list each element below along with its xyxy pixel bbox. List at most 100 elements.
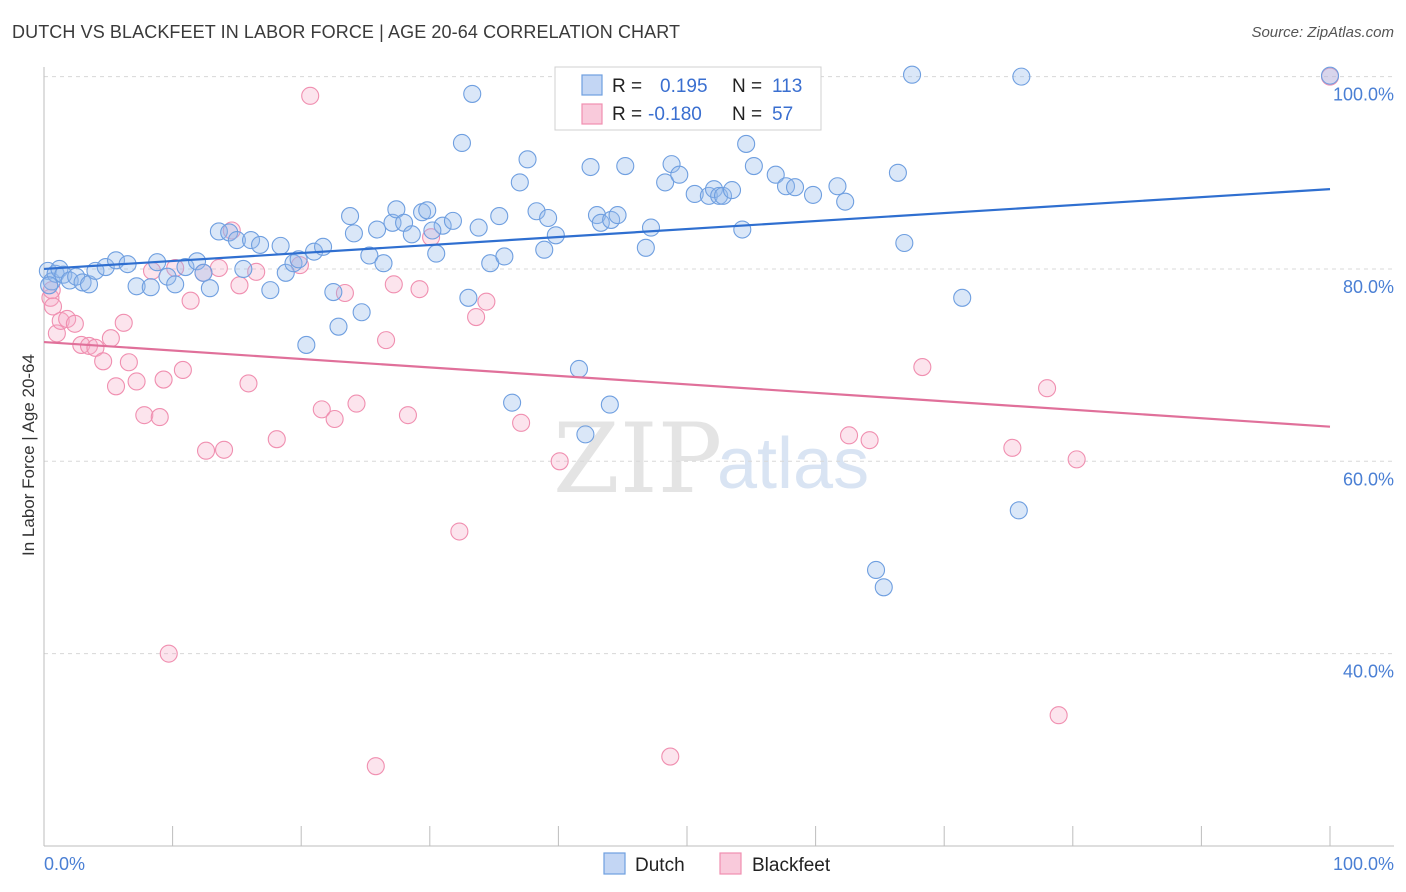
blackfeet-point bbox=[119, 353, 138, 372]
y-axis-title: In Labor Force | Age 20-64 bbox=[19, 354, 38, 556]
y-tick-label: 100.0% bbox=[1333, 85, 1394, 105]
dutch-point bbox=[423, 221, 442, 240]
dutch-point bbox=[73, 273, 92, 292]
dutch-point bbox=[261, 281, 280, 300]
blackfeet-point bbox=[65, 314, 84, 333]
dutch-point bbox=[387, 200, 406, 219]
blackfeet-point bbox=[230, 276, 249, 295]
dutch-point bbox=[187, 252, 207, 271]
dutch-point bbox=[656, 173, 675, 192]
dutch-point bbox=[40, 276, 59, 295]
y-tick-label: 60.0% bbox=[1343, 469, 1394, 489]
blackfeet-point bbox=[410, 280, 429, 299]
dutch-point bbox=[495, 247, 514, 266]
dutch-point bbox=[443, 211, 462, 230]
dutch-point bbox=[433, 216, 452, 235]
blackfeet-point bbox=[913, 358, 932, 377]
blackfeet-point bbox=[196, 441, 216, 460]
dutch-point bbox=[636, 238, 655, 257]
blackfeet-point bbox=[101, 329, 120, 348]
dutch-point bbox=[469, 218, 488, 237]
dutch-point bbox=[670, 165, 689, 184]
dutch-point bbox=[220, 223, 239, 242]
bottom-legend-label-blackfeet: Blackfeet bbox=[752, 855, 831, 876]
dutch-point bbox=[96, 257, 115, 277]
dutch-point bbox=[374, 254, 393, 273]
dutch-point bbox=[888, 163, 907, 182]
blackfeet-point bbox=[377, 331, 396, 350]
dutch-point bbox=[766, 165, 785, 184]
dutch-point bbox=[344, 224, 363, 243]
dutch-point bbox=[324, 282, 343, 302]
x-tick-label-max: 100.0% bbox=[1333, 854, 1394, 874]
dutch-point bbox=[1012, 67, 1031, 86]
dutch-point bbox=[866, 560, 886, 580]
blackfeet-point bbox=[114, 313, 133, 332]
dutch-point bbox=[459, 288, 478, 307]
bottom-legend: Dutch Blackfeet bbox=[603, 852, 831, 876]
watermark-atlas: atlas bbox=[717, 424, 869, 504]
legend-n-label-blackfeet: N = bbox=[732, 104, 762, 125]
dutch-point bbox=[227, 231, 246, 250]
blackfeet-point bbox=[347, 394, 366, 413]
blackfeet-point bbox=[839, 426, 859, 445]
dutch-point bbox=[641, 218, 661, 237]
blackfeet-point bbox=[214, 440, 234, 459]
bottom-legend-swatch-blackfeet bbox=[719, 852, 742, 875]
dutch-point bbox=[166, 275, 185, 294]
blackfeet-point bbox=[43, 297, 63, 316]
dutch-point bbox=[722, 181, 742, 200]
blackfeet-point bbox=[477, 292, 496, 311]
dutch-point bbox=[713, 186, 733, 205]
dutch-trend-line bbox=[43, 188, 1331, 271]
dutch-point bbox=[276, 263, 295, 282]
dutch-point bbox=[418, 201, 437, 220]
blackfeet-point bbox=[86, 338, 105, 357]
dutch-point bbox=[953, 288, 972, 307]
blackfeet-point bbox=[150, 408, 169, 427]
blackfeet-point bbox=[209, 258, 228, 278]
dutch-point bbox=[569, 359, 589, 379]
legend-r-label-dutch: R = bbox=[612, 76, 642, 97]
blackfeet-point bbox=[51, 311, 70, 330]
blackfeet-point bbox=[384, 275, 403, 294]
legend-n-value-blackfeet: 57 bbox=[772, 104, 793, 125]
blackfeet-point bbox=[467, 307, 486, 327]
dutch-point bbox=[200, 279, 219, 298]
dutch-point bbox=[776, 177, 796, 196]
trend-lines bbox=[43, 188, 1331, 428]
blackfeet-point bbox=[661, 747, 680, 766]
dutch-point bbox=[581, 157, 600, 177]
dutch-point bbox=[176, 257, 195, 277]
blackfeet-point bbox=[366, 757, 385, 776]
dutch-point bbox=[194, 263, 213, 282]
dutch-point bbox=[352, 303, 371, 322]
blackfeet-point bbox=[1049, 706, 1068, 725]
dutch-point bbox=[576, 425, 595, 444]
blackfeet-point bbox=[1003, 438, 1022, 457]
x-tick-label-min: 0.0% bbox=[44, 854, 85, 874]
bottom-legend-swatch-dutch bbox=[603, 852, 626, 875]
blackfeet-trend-line bbox=[43, 340, 1331, 428]
dutch-point bbox=[895, 233, 914, 253]
dutch-point bbox=[250, 235, 270, 254]
axes bbox=[43, 67, 1394, 847]
chart-title: DUTCH VS BLACKFEET IN LABOR FORCE | AGE … bbox=[12, 22, 681, 42]
y-tick-label: 80.0% bbox=[1343, 277, 1394, 297]
dutch-point bbox=[297, 335, 316, 354]
dutch-point bbox=[744, 157, 763, 176]
dutch-point bbox=[141, 278, 160, 297]
dutch-point bbox=[737, 134, 756, 153]
dutch-point bbox=[503, 393, 522, 412]
blackfeet-point bbox=[154, 370, 173, 389]
dutch-point bbox=[463, 84, 482, 103]
watermark-zip: ZIP bbox=[553, 403, 722, 515]
legend-box: R = 0.195 N = 113 R = -0.180 N = 57 bbox=[554, 66, 822, 131]
dutch-point bbox=[127, 277, 146, 296]
dutch-point bbox=[803, 185, 823, 204]
dutch-point bbox=[241, 231, 261, 250]
blackfeet-point bbox=[290, 256, 309, 275]
blackfeet-point bbox=[398, 406, 417, 425]
legend-swatch-blackfeet bbox=[581, 103, 603, 125]
